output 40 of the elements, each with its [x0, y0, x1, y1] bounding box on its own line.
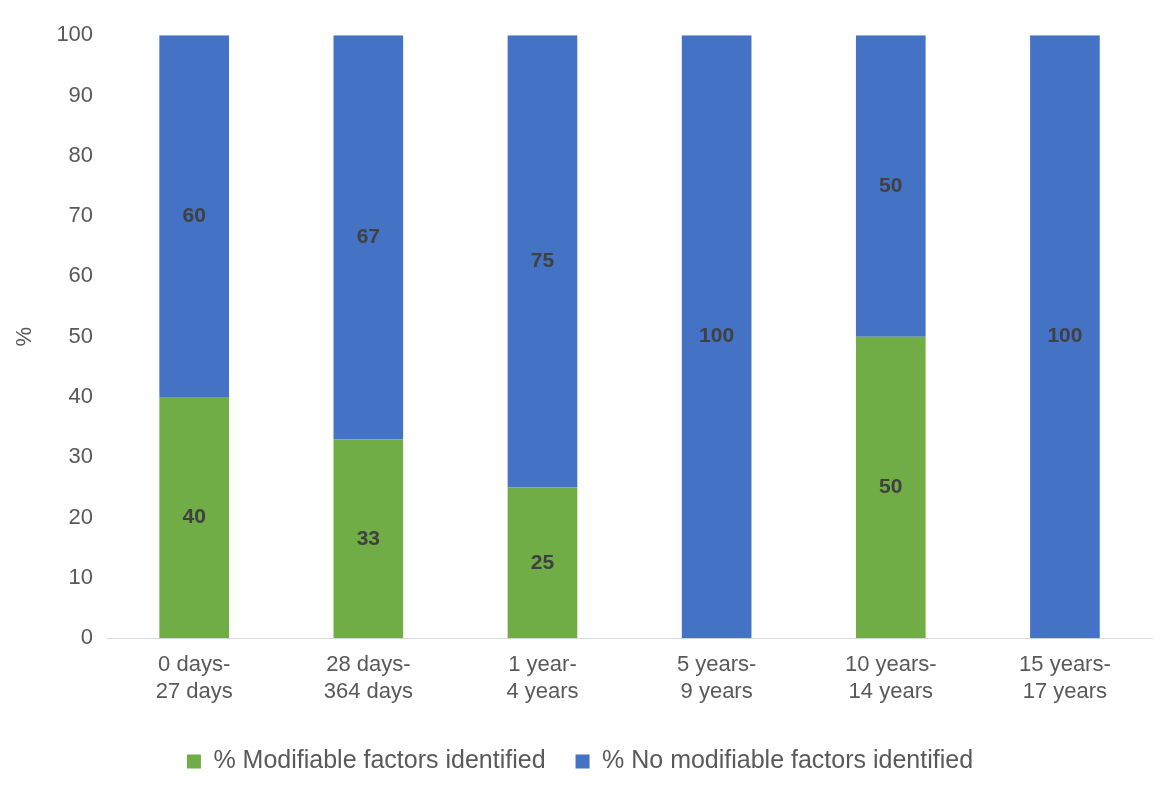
data-label: 40	[182, 504, 206, 528]
data-label: 75	[530, 248, 555, 272]
data-label: 50	[879, 172, 903, 196]
legend-label: % No modifiable factors identified	[602, 745, 974, 774]
x-tick-label: 10 years-14 years	[844, 651, 937, 703]
data-label: 100	[1047, 323, 1083, 347]
y-axis-title: %	[11, 326, 37, 347]
y-tick-label: 90	[68, 81, 94, 107]
x-tick-label: 1 year-4 years	[506, 651, 579, 703]
bar	[159, 35, 230, 397]
data-label: 60	[182, 202, 206, 226]
bar	[855, 336, 926, 639]
bar	[681, 35, 752, 639]
data-label: 50	[879, 474, 903, 498]
bar	[507, 487, 578, 639]
bar	[507, 35, 578, 488]
data-label: 25	[530, 549, 555, 573]
y-tick-label: 100	[56, 21, 94, 47]
y-tick-label: 20	[68, 503, 94, 529]
x-tick-label: 15 years-17 years	[1019, 651, 1111, 703]
y-tick-label: 0	[80, 624, 94, 650]
bar	[333, 35, 404, 440]
y-tick-label: 30	[68, 443, 94, 469]
y-tick-label: 60	[68, 262, 94, 288]
y-tick-label: 80	[68, 141, 94, 167]
bar	[333, 439, 404, 639]
y-tick-label: 50	[68, 322, 94, 348]
y-tick-label: 40	[68, 383, 94, 409]
x-tick-label: 28 days-364 days	[323, 651, 413, 703]
bar	[1030, 35, 1100, 639]
data-label: 100	[699, 323, 735, 347]
legend-label: % Modifiable factors identified	[213, 745, 546, 774]
data-label: 67	[356, 224, 381, 247]
bar	[159, 397, 230, 639]
y-tick-label: 10	[68, 563, 94, 589]
y-tick-label: 70	[68, 202, 94, 228]
x-tick-label: 0 days-27 days	[155, 651, 233, 703]
bar	[855, 35, 926, 337]
data-label: 33	[356, 525, 381, 549]
x-tick-label: 5 years-9 years	[676, 651, 757, 703]
